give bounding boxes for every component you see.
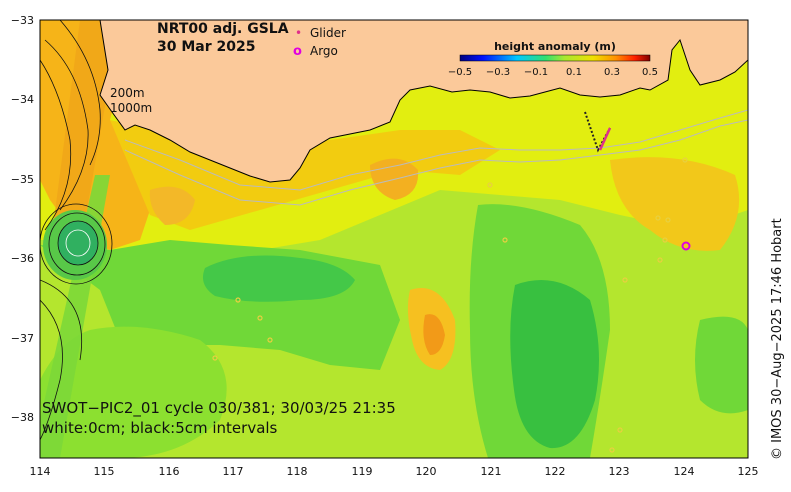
y-tick-label: −37 xyxy=(11,332,34,345)
colorbar-tick: 0.1 xyxy=(566,67,582,78)
colorbar-tick: 0.5 xyxy=(642,67,658,78)
swot-annotation: SWOT−PIC2_01 cycle 030/381; 30/03/25 21:… xyxy=(42,399,396,418)
anomaly-orange-patch2 xyxy=(149,186,195,225)
x-tick-label: 114 xyxy=(30,465,51,478)
argo-highlight xyxy=(681,241,691,251)
map-date: 30 Mar 2025 xyxy=(157,39,255,55)
colorbar-tick: −0.1 xyxy=(524,67,548,78)
plot-area xyxy=(40,20,748,458)
anomaly-green-core-west xyxy=(202,255,355,302)
argo-floats xyxy=(212,157,688,458)
y-tick-label: −34 xyxy=(11,93,34,106)
argo-marker-icon: o xyxy=(293,44,302,59)
anomaly-green-core-central xyxy=(510,280,599,449)
y-tick-label: −36 xyxy=(11,252,34,265)
shelf-isobaths xyxy=(124,109,748,206)
y-axis: −33 −34 −35 −36 −37 −38 xyxy=(11,14,34,424)
anomaly-green-se xyxy=(695,316,748,414)
x-tick-label: 115 xyxy=(94,465,115,478)
y-tick-label: −38 xyxy=(11,411,34,424)
x-tick-label: 116 xyxy=(159,465,180,478)
colorbar-scale xyxy=(459,54,651,62)
anomaly-orange-east xyxy=(610,157,740,251)
anomaly-orange-core-south xyxy=(423,314,445,355)
glider-marker-icon: • xyxy=(295,26,302,40)
x-tick-label: 120 xyxy=(416,465,437,478)
eddy-low-core xyxy=(58,221,98,265)
colorbar: height anomaly (m) −0.5 −0.3 −0.1 0.1 0.… xyxy=(448,40,658,78)
eddy-contours xyxy=(40,203,113,285)
colorbar-title: height anomaly (m) xyxy=(494,40,616,53)
x-tick-label: 123 xyxy=(609,465,630,478)
legend: • Glider o Argo xyxy=(293,26,346,59)
x-tick-label: 117 xyxy=(223,465,244,478)
y-tick-label: −33 xyxy=(11,14,34,27)
credit-text: © IMOS 30−Aug−2025 17:46 Hobart xyxy=(770,218,785,460)
plot-frame xyxy=(39,19,749,459)
legend-glider-label: Glider xyxy=(310,26,346,40)
x-tick-label: 118 xyxy=(287,465,308,478)
x-tick-label: 119 xyxy=(352,465,373,478)
contour-annotation: white:0cm; black:5cm intervals xyxy=(42,419,278,437)
x-axis: 114 115 116 117 118 119 120 121 122 123 … xyxy=(30,465,759,478)
colorbar-tick: −0.5 xyxy=(448,67,472,78)
x-tick-label: 121 xyxy=(481,465,502,478)
western-contours xyxy=(40,20,101,441)
map-title: NRT00 adj. GSLA xyxy=(157,21,289,37)
swot-swath-2 xyxy=(50,20,120,250)
y-tick-label: −35 xyxy=(11,173,34,186)
x-tick-label: 122 xyxy=(545,465,566,478)
x-tick-label: 125 xyxy=(738,465,759,478)
anomaly-green-sw xyxy=(40,326,227,458)
legend-argo-label: Argo xyxy=(310,44,338,58)
isobath-label-1000: 1000m xyxy=(110,101,152,115)
glider-track xyxy=(584,111,612,153)
colorbar-tick: 0.3 xyxy=(604,67,620,78)
x-tick-label: 124 xyxy=(674,465,695,478)
colorbar-tick: −0.3 xyxy=(486,67,510,78)
isobath-label-200: 200m xyxy=(110,86,145,100)
